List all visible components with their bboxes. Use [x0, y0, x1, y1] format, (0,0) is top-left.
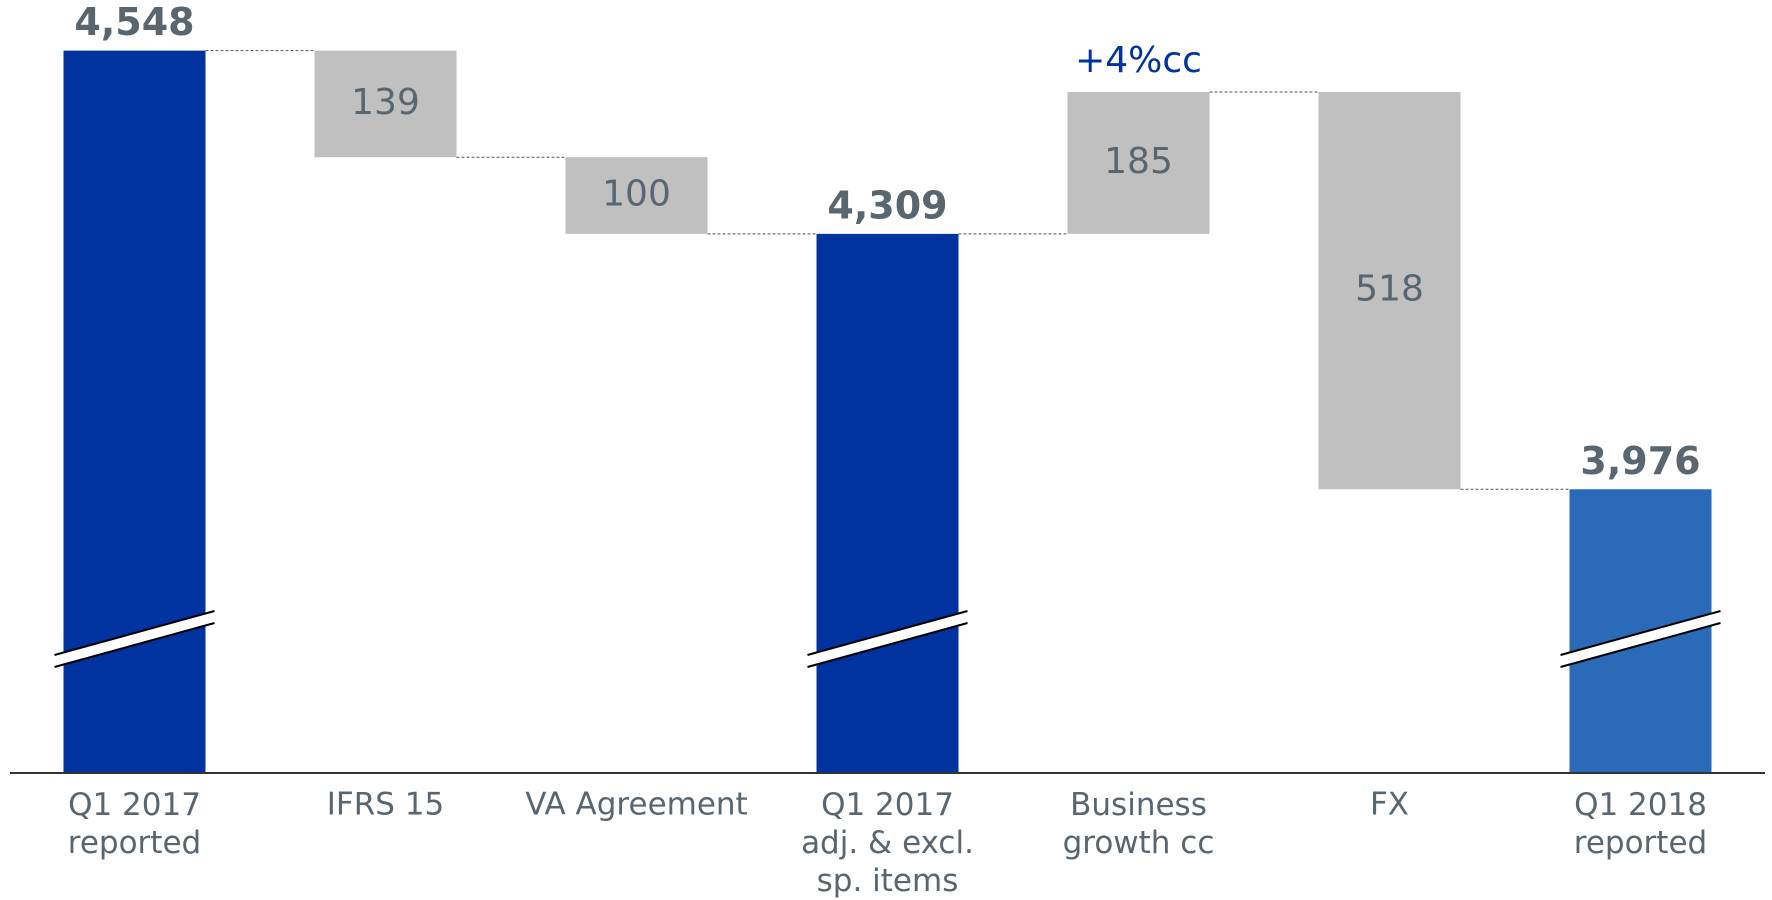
- bar: [314, 50, 457, 158]
- axis-break: [1560, 611, 1721, 667]
- x-tick-label: FX: [1370, 787, 1409, 823]
- bar: [565, 157, 708, 234]
- bar: [1067, 92, 1210, 234]
- value-label: 100: [602, 174, 671, 215]
- axis-break: [54, 611, 215, 667]
- annotation: +4%cc: [1075, 40, 1202, 81]
- axis-break-line: [54, 622, 215, 668]
- axis-break-line: [1560, 622, 1721, 668]
- axis-break-line: [807, 610, 968, 656]
- value-label: 3,976: [1580, 439, 1700, 483]
- x-tick-label: Business growth cc: [1063, 787, 1215, 861]
- value-label: 139: [351, 82, 420, 123]
- axis-break: [807, 611, 968, 667]
- x-tick-label: Q1 2018 reported: [1574, 787, 1707, 861]
- value-label: 4,548: [74, 0, 194, 44]
- bar: [816, 233, 959, 773]
- axis-break-line: [807, 622, 968, 668]
- x-tick-label: IFRS 15: [327, 787, 445, 823]
- axis-break-line: [1560, 610, 1721, 656]
- value-label: 185: [1104, 141, 1173, 182]
- x-tick-label: Q1 2017 adj. & excl. sp. items: [801, 787, 974, 899]
- bar: [1318, 92, 1461, 490]
- x-tick-label: VA Agreement: [525, 787, 747, 823]
- value-label: 518: [1355, 269, 1424, 310]
- axis-break-line: [54, 610, 215, 656]
- bar: [63, 50, 206, 773]
- x-tick-label: Q1 2017 reported: [68, 787, 201, 861]
- value-label: 4,309: [827, 183, 947, 227]
